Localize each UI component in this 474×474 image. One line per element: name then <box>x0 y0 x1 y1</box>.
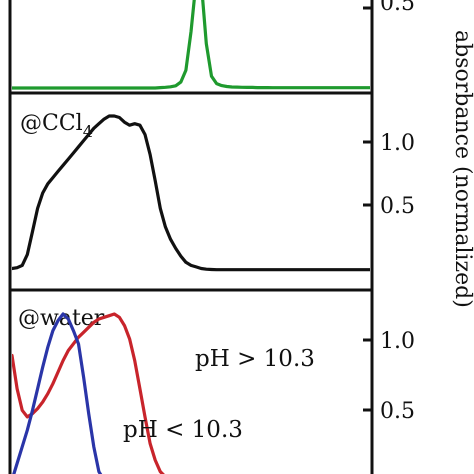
panel-label-ccl4: @CCl4 <box>20 111 93 141</box>
y-axis-title: absorbance (normalized) <box>450 30 474 308</box>
panel-label-ccl4-sub: 4 <box>83 122 93 141</box>
curve-ph-below <box>12 312 103 474</box>
panel-label-ccl4-main: @CCl <box>20 111 83 136</box>
tick-label-top-0-5: 0.5 <box>380 0 415 16</box>
panel-water-frame <box>8 288 374 474</box>
tick-label-water-0-5: 0.5 <box>380 399 415 424</box>
tick-label-ccl4-0-5: 0.5 <box>380 194 415 219</box>
tick-label-water-1-0: 1.0 <box>380 329 415 354</box>
curve-top-green <box>12 0 370 90</box>
curve-ccl4 <box>12 114 370 272</box>
series-label-ph-above: pH > 10.3 <box>195 346 315 372</box>
series-label-ph-below: pH < 10.3 <box>123 417 243 443</box>
panel-top-frame <box>8 0 374 95</box>
tick-label-ccl4-1-0: 1.0 <box>380 131 415 156</box>
curve-ph-above <box>12 312 165 474</box>
